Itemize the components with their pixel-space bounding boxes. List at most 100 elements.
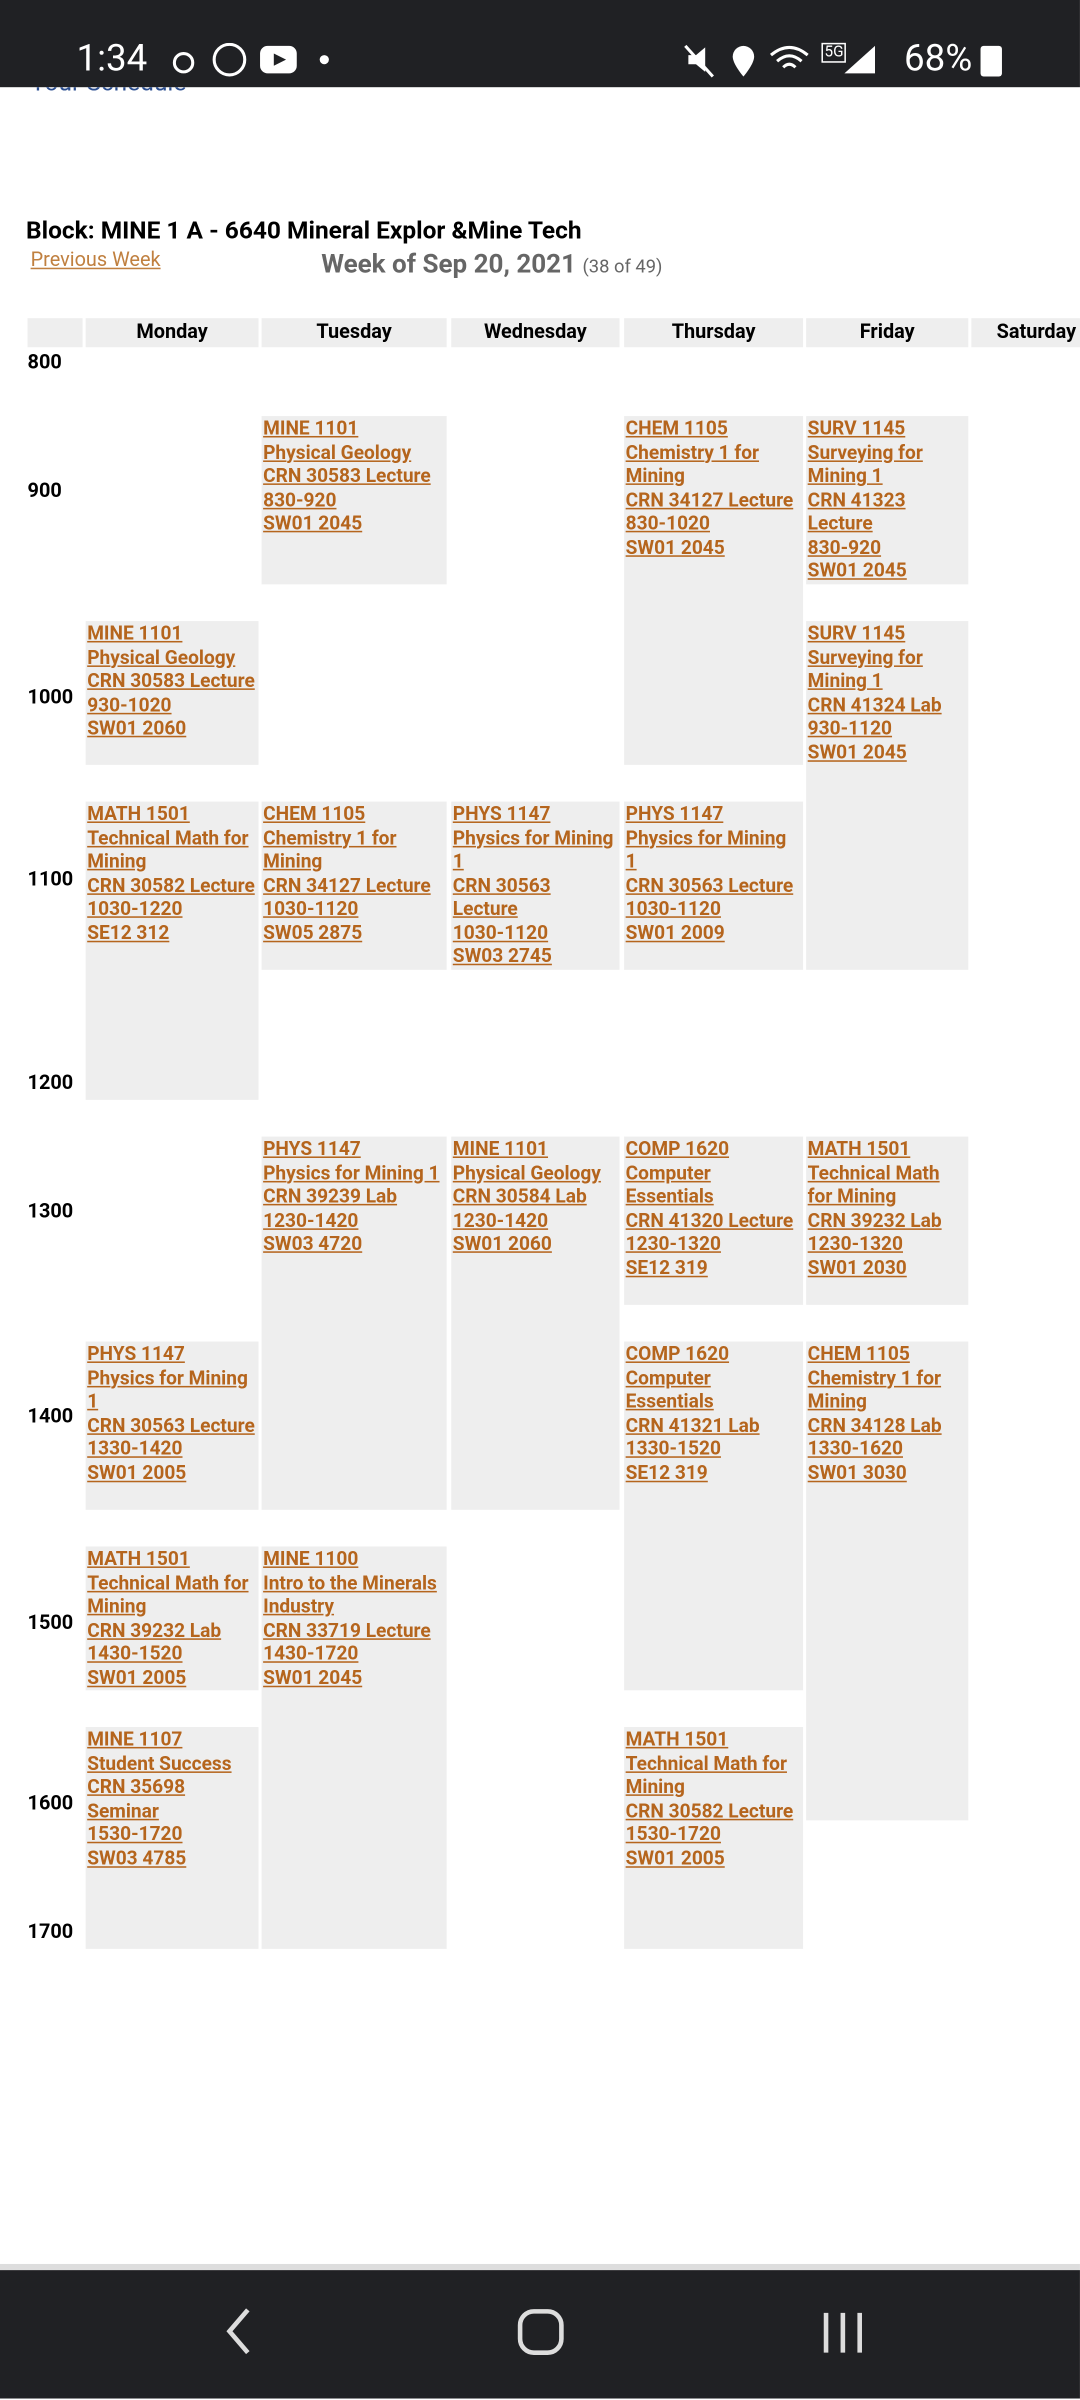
clock: 1:34 <box>76 36 148 80</box>
schedule-event[interactable]: CHEM 1105 Chemistry 1 for Mining CRN 34127… <box>261 801 447 970</box>
event-line: Physics for Mining 1 <box>263 1161 440 1185</box>
day-header: Saturday <box>971 318 1080 348</box>
event-line: MINE 1100 <box>263 1548 359 1572</box>
event-line: 1030-1120 <box>263 897 359 921</box>
event-line: CRN 34127 Lecture <box>625 488 794 512</box>
event-line: PHYS 1147 <box>452 803 551 827</box>
schedule-event[interactable]: SURV 1145 Surveying for Mining 1 CRN 41324… <box>806 621 969 970</box>
event-line: 1030-1120 <box>625 897 721 921</box>
schedule-event[interactable]: MINE 1100 Intro to the Minerals Industry C… <box>261 1546 447 1949</box>
schedule-event[interactable]: MINE 1107 Student Success CRN 35698 Semina… <box>85 1727 259 1949</box>
event-line: SW01 2009 <box>625 921 725 945</box>
event-line: SW01 2045 <box>807 741 907 765</box>
navigation-bar <box>0 2270 1080 2399</box>
event-line: 1430-1720 <box>263 1642 359 1666</box>
event-line: CRN 35698 Seminar <box>87 1775 186 1823</box>
schedule-event[interactable]: MINE 1101 Physical Geology CRN 30584 Lab 12… <box>451 1136 620 1510</box>
battery-icon <box>980 45 1002 77</box>
recents-button[interactable] <box>823 2312 862 2353</box>
event-line: 1330-1620 <box>807 1437 904 1461</box>
event-line: Physics for Mining 1 <box>452 826 614 874</box>
event-line: 1030-1220 <box>87 897 183 921</box>
event-line: 830-920 <box>263 488 337 512</box>
nav-icons <box>226 2308 862 2355</box>
day-header: Friday <box>806 318 969 348</box>
event-line: CRN 30584 Lab <box>452 1185 587 1209</box>
status-icons <box>172 42 329 77</box>
event-line: SURV 1145 <box>807 622 906 646</box>
event-line: MINE 1107 <box>87 1728 183 1752</box>
event-line: MINE 1101 <box>263 417 359 441</box>
schedule-event[interactable]: MINE 1101 Physical Geology CRN 30583 Lectu… <box>85 621 259 765</box>
schedule-event[interactable]: COMP 1620 Computer Essentials CRN 41321 La… <box>624 1341 804 1691</box>
event-line: SW01 2045 <box>625 536 725 560</box>
event-line: CRN 41324 Lab <box>807 693 942 717</box>
event-line: SW01 2030 <box>807 1256 907 1280</box>
event-line: Technical Math for Mining <box>87 1571 249 1619</box>
event-line: SURV 1145 <box>807 417 906 441</box>
event-line: SE12 319 <box>625 1256 708 1280</box>
event-line: SE12 312 <box>87 921 170 945</box>
event-line: 1530-1720 <box>625 1823 721 1847</box>
time-header <box>27 318 83 348</box>
schedule-event[interactable]: CHEM 1105 Chemistry 1 for Mining CRN 34127… <box>624 416 804 765</box>
schedule-event[interactable]: COMP 1620 Computer Essentials CRN 41320 Le… <box>624 1136 804 1305</box>
day-header: Monday <box>85 318 259 348</box>
event-line: 1430-1520 <box>87 1642 183 1666</box>
schedule-event[interactable]: MATH 1501 Technical Math for Mining CRN 30… <box>624 1727 804 1949</box>
event-line: COMP 1620 <box>625 1343 730 1367</box>
schedule-event[interactable]: MATH 1501 Technical Math for Mining CRN 30… <box>85 801 259 1100</box>
event-line: CRN 41323 Lecture <box>807 488 906 536</box>
event-line: 1330-1420 <box>87 1437 183 1461</box>
event-line: SW03 4785 <box>87 1847 187 1871</box>
event-line: CRN 39239 Lab <box>263 1185 398 1209</box>
event-line: 1230-1320 <box>625 1232 721 1256</box>
event-line: Computer Essentials <box>625 1366 714 1414</box>
event-line: 1330-1520 <box>625 1437 721 1461</box>
event-line: MATH 1501 <box>87 803 190 827</box>
previous-week-link[interactable]: Previous Week <box>30 249 161 273</box>
event-line: CRN 41321 Lab <box>625 1414 760 1438</box>
event-line: CHEM 1105 <box>625 417 728 441</box>
hour-label: 1500 <box>27 1612 74 1636</box>
schedule-event[interactable]: MATH 1501 Technical Math for Mining CRN 39… <box>806 1136 969 1305</box>
event-line: Chemistry 1 for Mining <box>263 826 397 874</box>
event-line: Surveying for Mining 1 <box>807 646 923 693</box>
schedule-event[interactable]: PHYS 1147 Physics for Mining 1 CRN 30563 L… <box>85 1341 259 1510</box>
event-line: MINE 1101 <box>87 622 183 646</box>
event-line: SW01 2005 <box>87 1666 187 1690</box>
week: Week of Sep 20, 2021 <box>321 249 577 280</box>
event-line: CHEM 1105 <box>263 803 366 827</box>
schedule-event[interactable]: PHYS 1147 Physics for Mining 1 CRN 30563 L… <box>624 801 804 970</box>
event-line: SW01 2045 <box>807 559 907 583</box>
event-line: PHYS 1147 <box>625 803 724 827</box>
day-header: Thursday <box>624 318 804 348</box>
event-line: CRN 30583 Lecture <box>263 465 431 488</box>
network: 5G <box>821 42 847 63</box>
event-line: CRN 33719 Lecture <box>263 1619 431 1643</box>
schedule-event[interactable]: MINE 1101 Physical Geology CRN 30583 Lectu… <box>261 416 447 585</box>
home-button[interactable] <box>517 2309 564 2355</box>
schedule-event[interactable]: CHEM 1105 Chemistry 1 for Mining CRN 34128… <box>806 1341 969 1821</box>
event-line: SE12 319 <box>625 1461 708 1485</box>
schedule-event[interactable]: MATH 1501 Technical Math for Mining CRN 39… <box>85 1546 259 1691</box>
event-line: 830-920 <box>807 536 882 560</box>
event-line: CRN 30563 Lecture <box>452 874 551 921</box>
back-button[interactable] <box>226 2308 250 2355</box>
day-header: Tuesday <box>261 318 447 348</box>
event-line: Technical Math for Mining <box>807 1161 940 1209</box>
event-line: Intro to the Minerals Industry <box>263 1571 437 1619</box>
event-line: Technical Math for Mining <box>87 826 249 874</box>
divider <box>0 2263 1080 2271</box>
event-line: PHYS 1147 <box>87 1343 185 1367</box>
schedule-event[interactable]: SURV 1145 Surveying for Mining 1 CRN 41323… <box>806 416 969 585</box>
schedule-event[interactable]: PHYS 1147 Physics for Mining 1 CRN 30563 L… <box>451 801 620 970</box>
schedule-event[interactable]: PHYS 1147 Physics for Mining 1 CRN 39239 L… <box>261 1136 447 1510</box>
event-line: Physics for Mining 1 <box>87 1366 248 1414</box>
event-line: CRN 39232 Lab <box>807 1209 942 1233</box>
status-bar: 1:34 5G 68% <box>0 0 1080 88</box>
event-line: 1230-1420 <box>452 1209 549 1233</box>
event-line: Physical Geology <box>452 1161 601 1185</box>
event-line: MATH 1501 <box>87 1548 190 1572</box>
event-line: CRN 34127 Lecture <box>263 874 431 898</box>
